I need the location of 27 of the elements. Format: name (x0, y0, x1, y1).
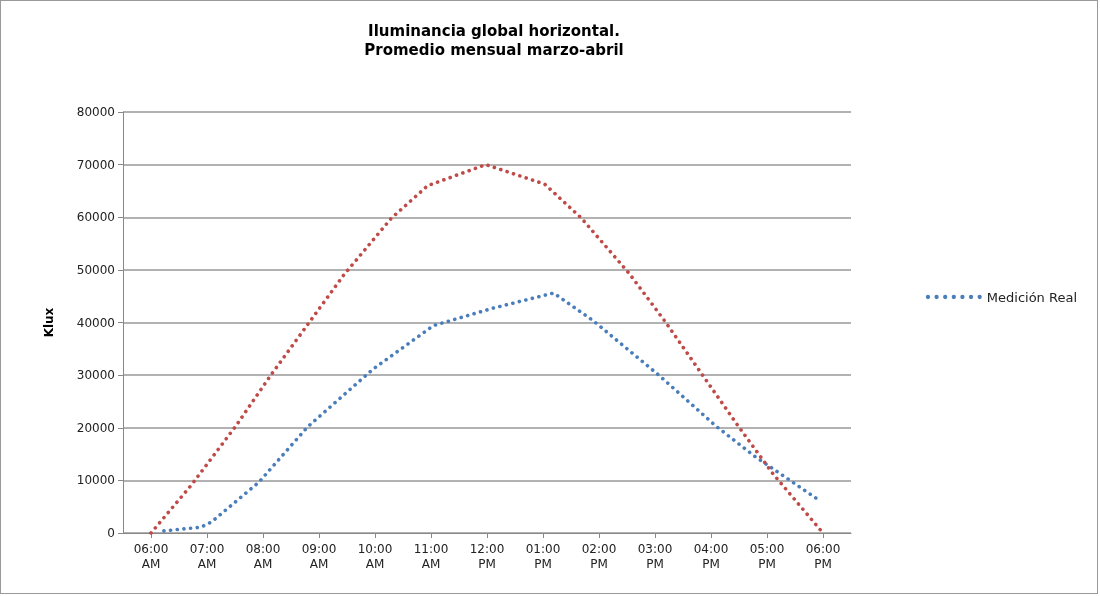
legend-label: Medición Real (986, 289, 1077, 305)
x-tick-label: 02:00 PM (581, 541, 617, 571)
y-tick-label: 70000 (76, 157, 115, 172)
x-tick-label: 11:00 AM (413, 541, 449, 571)
x-tick-label: 06:00 PM (805, 541, 841, 571)
x-tick-label: 01:00 PM (525, 541, 561, 571)
x-tick-label: 03:00 PM (637, 541, 673, 571)
y-tick-label: 20000 (76, 420, 115, 435)
x-tick-label: 06:00 AM (133, 541, 169, 571)
y-tick-label: 50000 (76, 262, 115, 277)
y-axis-title: Klux (42, 307, 56, 338)
chart-title: Iluminancia global horizontal. Promedio mensual marzo-abril (364, 21, 624, 59)
x-tick-label: 09:00 AM (301, 541, 337, 571)
x-tick-label: 05:00 PM (749, 541, 785, 571)
y-tick-label: 0 (107, 526, 115, 540)
line-series (162, 291, 819, 533)
y-tick-label: 80000 (76, 105, 115, 119)
x-tick-label: 07:00 AM (189, 541, 225, 571)
x-tick-label: 10:00 AM (357, 541, 393, 571)
y-tick-label: 60000 (76, 210, 115, 225)
y-tick-label: 40000 (76, 315, 115, 330)
x-tick-label: 12:00 PM (469, 541, 505, 571)
line-series (149, 162, 825, 535)
x-tick-label: 08:00 AM (245, 541, 281, 571)
y-tick-label: 30000 (76, 368, 115, 383)
y-tick-label: 10000 (76, 473, 115, 488)
x-tick-label: 04:00 PM (693, 541, 729, 571)
